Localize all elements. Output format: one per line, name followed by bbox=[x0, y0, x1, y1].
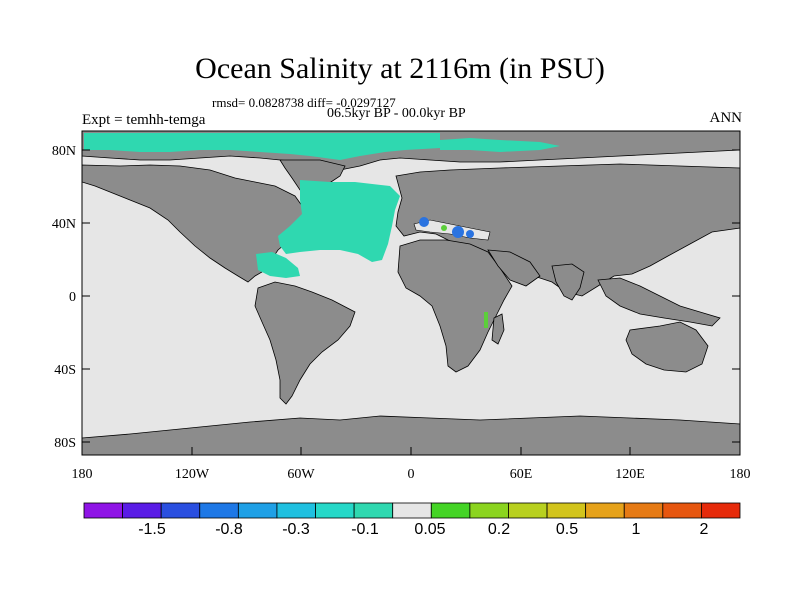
period-text: 06.5kyr BP - 00.0kyr BP bbox=[327, 106, 466, 121]
colorbar-box bbox=[83, 502, 123, 519]
australia bbox=[625, 321, 709, 373]
colorbar-label: -0.3 bbox=[282, 521, 310, 538]
lon-label: 60E bbox=[510, 467, 533, 482]
lat-label: 40S bbox=[54, 363, 76, 378]
colorbar-label: -0.8 bbox=[215, 521, 243, 538]
colorbar-box bbox=[430, 502, 471, 519]
east-africa-anomaly bbox=[484, 312, 488, 328]
lon-label: 180 bbox=[72, 467, 93, 482]
southeast-asia bbox=[597, 277, 721, 327]
lat-label: 80N bbox=[52, 144, 76, 159]
colorbar-box bbox=[353, 502, 394, 519]
colorbar-box bbox=[469, 502, 509, 519]
colorbar-label: 0.5 bbox=[556, 521, 578, 538]
colorbar-label: -1.5 bbox=[138, 521, 166, 538]
colorbar-box bbox=[585, 502, 625, 519]
arabia bbox=[487, 249, 541, 287]
colorbar-label: 2 bbox=[700, 521, 709, 538]
colorbar-box bbox=[315, 502, 355, 519]
colorbar-label: -0.1 bbox=[351, 521, 379, 538]
colorbar-label: 1 bbox=[632, 521, 641, 538]
colorbar-box bbox=[160, 502, 201, 519]
axis-ticks bbox=[81, 149, 741, 455]
lon-label: 120W bbox=[175, 467, 210, 482]
colorbar-box bbox=[623, 502, 664, 519]
lon-label: 180 bbox=[730, 467, 751, 482]
madagascar bbox=[491, 313, 505, 345]
lon-label: 120E bbox=[615, 467, 645, 482]
colorbar-box bbox=[122, 502, 162, 519]
lat-label: 80S bbox=[54, 436, 76, 451]
lat-label: 40N bbox=[52, 217, 76, 232]
chart-title: Ocean Salinity at 2116m (in PSU) bbox=[195, 52, 605, 85]
caribbean-anomaly bbox=[256, 252, 300, 278]
colorbar bbox=[83, 502, 741, 519]
colorbar-label: 0.2 bbox=[488, 521, 510, 538]
med-anomaly-west bbox=[419, 217, 429, 227]
arctic-anomaly-east bbox=[440, 138, 560, 152]
colorbar-box bbox=[237, 502, 278, 519]
colorbar-box bbox=[546, 502, 587, 519]
colorbar-box bbox=[662, 502, 702, 519]
latitude-labels: 80N 40N 0 40S 80S bbox=[52, 144, 76, 451]
colorbar-box bbox=[508, 502, 548, 519]
south-america bbox=[254, 281, 356, 405]
med-anomaly-east bbox=[452, 226, 464, 238]
colorbar-box bbox=[276, 502, 316, 519]
north-atlantic-anomaly bbox=[278, 180, 400, 262]
experiment-label: Expt = temhh-temga bbox=[82, 112, 206, 128]
med-green-spot bbox=[441, 225, 447, 231]
colorbar-labels: -1.5 -0.8 -0.3 -0.1 0.05 0.2 0.5 1 2 bbox=[138, 521, 708, 538]
india bbox=[551, 263, 585, 301]
africa bbox=[397, 239, 513, 373]
map-panel bbox=[81, 130, 741, 456]
longitude-labels: 180 120W 60W 0 60E 120E 180 bbox=[72, 467, 751, 482]
colorbar-box bbox=[392, 502, 432, 519]
season-label: ANN bbox=[709, 110, 743, 126]
colorbar-box bbox=[701, 502, 741, 519]
arctic-anomaly bbox=[84, 133, 440, 160]
colorbar-label: 0.05 bbox=[414, 521, 445, 538]
lat-label: 0 bbox=[69, 290, 76, 305]
stats-text: rmsd= 0.0828738 diff= -0.0297127 bbox=[212, 95, 396, 110]
lon-label: 0 bbox=[408, 467, 415, 482]
aegean-anomaly bbox=[466, 230, 474, 238]
colorbar-box bbox=[199, 502, 239, 519]
eurasia bbox=[395, 163, 741, 297]
lon-label: 60W bbox=[287, 467, 315, 482]
